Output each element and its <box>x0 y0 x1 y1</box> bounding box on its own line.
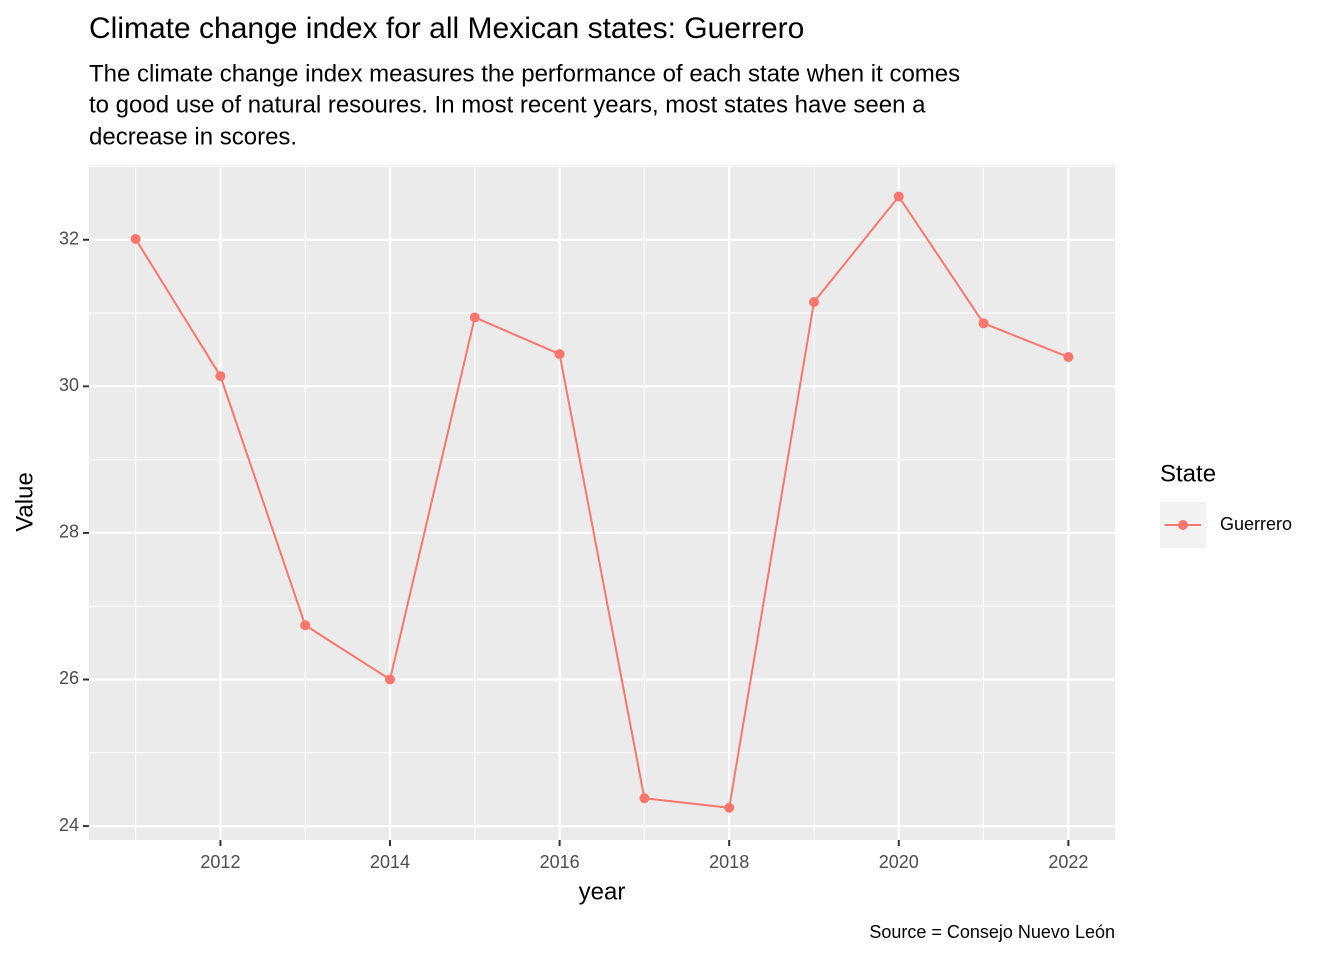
data-point <box>469 312 480 323</box>
data-point <box>808 297 819 308</box>
data-point <box>554 349 565 360</box>
legend-title: State <box>1160 460 1216 487</box>
x-tick-label: 2022 <box>1048 852 1088 872</box>
data-point <box>893 191 904 202</box>
data-point <box>978 318 989 329</box>
chart-subtitle: to good use of natural resoures. In most… <box>89 91 926 118</box>
data-point <box>639 793 650 804</box>
chart-title: Climate change index for all Mexican sta… <box>89 12 804 45</box>
x-tick-label: 2016 <box>540 852 580 872</box>
legend-point <box>1178 520 1188 530</box>
x-tick-label: 2020 <box>879 852 919 872</box>
y-tick-label: 28 <box>59 522 79 542</box>
panel <box>89 165 1115 840</box>
y-tick-label: 32 <box>59 229 79 249</box>
x-axis-title: year <box>579 878 626 905</box>
y-tick-label: 24 <box>59 815 79 835</box>
caption: Source = Consejo Nuevo León <box>869 922 1115 942</box>
series-line <box>134 194 1069 809</box>
chart-subtitle: decrease in scores. <box>89 123 297 150</box>
data-point <box>724 802 735 813</box>
legend-label: Guerrero <box>1220 514 1292 534</box>
data-point <box>130 234 141 245</box>
y-tick-label: 26 <box>59 668 79 688</box>
y-axis-title: Value <box>11 472 38 532</box>
y-tick-label: 30 <box>59 375 79 395</box>
data-point <box>300 620 311 631</box>
data-point <box>1063 352 1074 363</box>
data-point <box>215 371 226 382</box>
chart-subtitle: The climate change index measures the pe… <box>89 60 960 87</box>
x-tick-label: 2012 <box>200 852 240 872</box>
data-point <box>385 674 396 685</box>
x-tick-label: 2014 <box>370 852 410 872</box>
x-tick-label: 2018 <box>709 852 749 872</box>
